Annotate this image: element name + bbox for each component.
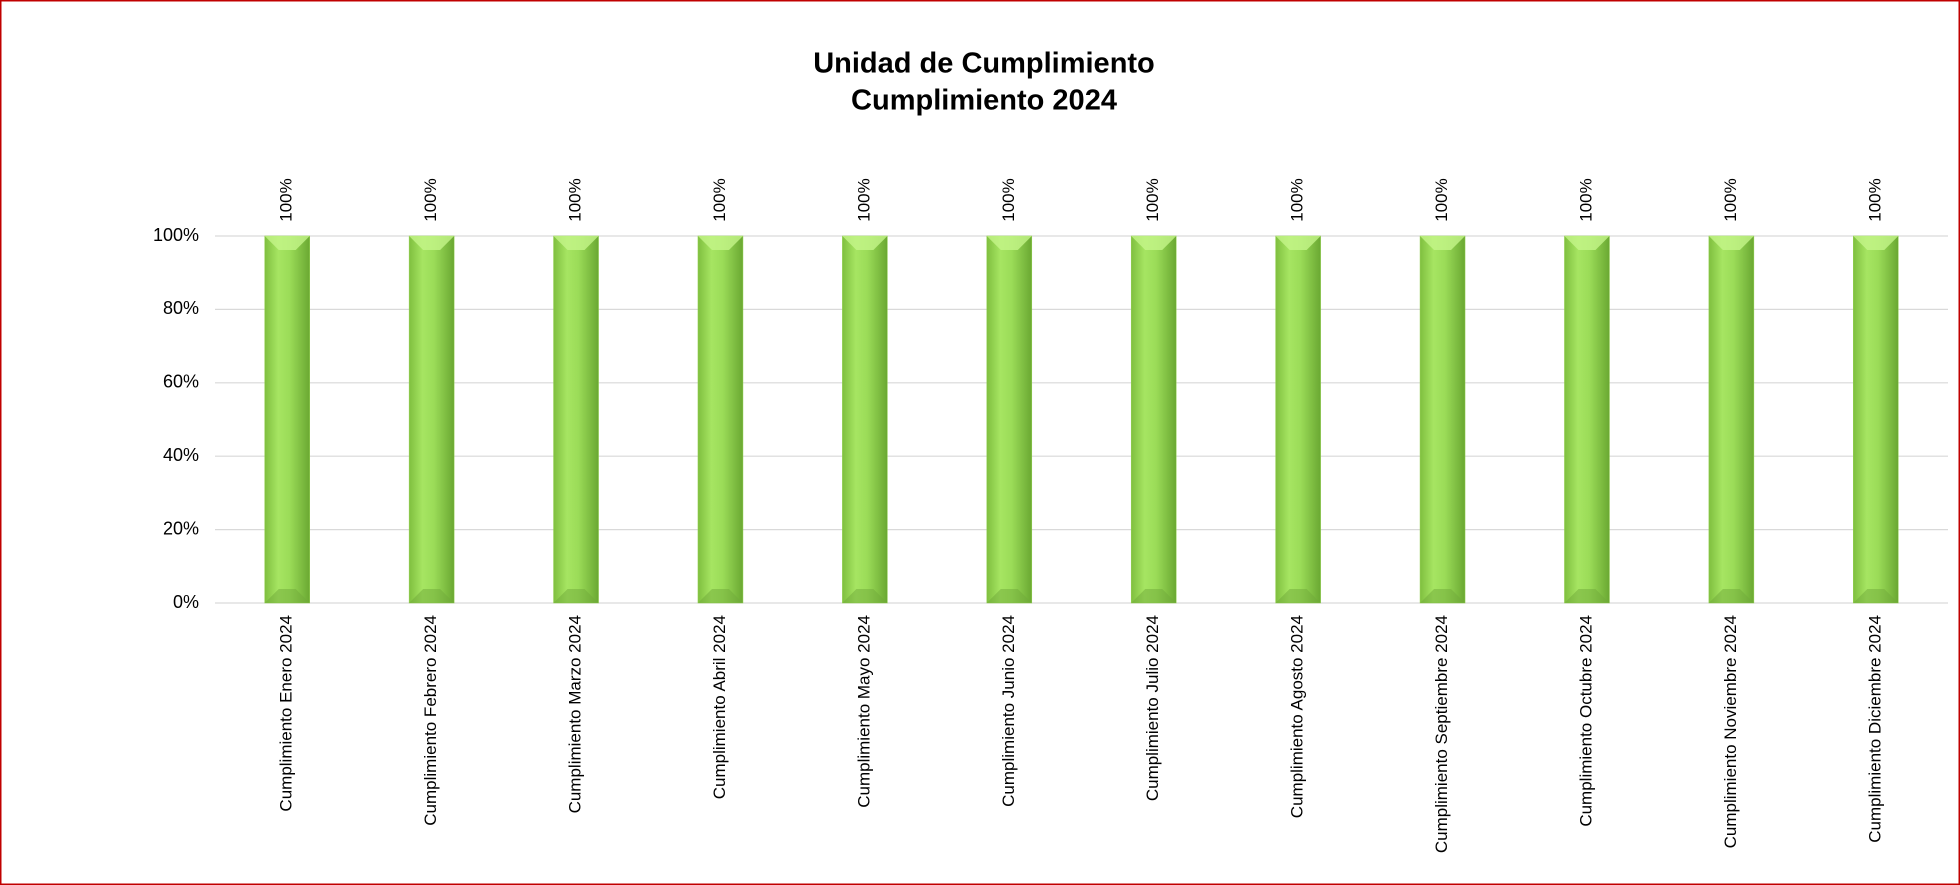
x-tick-label: Cumplimiento Noviembre 2024	[1721, 615, 1740, 848]
bar-bevel	[1131, 589, 1177, 603]
bar	[408, 235, 455, 604]
value-label: 100%	[1432, 178, 1451, 221]
y-tick-label: 20%	[163, 518, 199, 538]
bar-bevel	[1275, 236, 1321, 250]
value-label: 100%	[1721, 178, 1740, 221]
value-label: 100%	[1288, 178, 1307, 221]
bar	[1275, 235, 1321, 604]
bar-bevel	[409, 236, 455, 250]
bar-bevel	[264, 236, 310, 250]
value-label: 100%	[277, 178, 296, 221]
bar-bevel	[697, 236, 743, 250]
bar-bevel	[1420, 589, 1466, 603]
x-tick-label: Cumplimiento Abril 2024	[710, 615, 729, 799]
y-tick-label: 60%	[163, 372, 199, 392]
value-label: 100%	[1865, 178, 1884, 221]
bar-bevel	[409, 589, 455, 603]
x-tick-label: Cumplimiento Julio 2024	[1143, 615, 1162, 801]
bar-bevel	[986, 236, 1032, 250]
bar	[264, 235, 310, 604]
bar	[1708, 235, 1755, 604]
bar	[1419, 235, 1466, 604]
value-label: 100%	[710, 178, 729, 221]
bar	[842, 235, 888, 604]
value-label: 100%	[999, 178, 1018, 221]
bar-bevel	[1420, 236, 1466, 250]
bar-bevel	[553, 236, 599, 250]
value-label: 100%	[421, 178, 440, 221]
chart-title: Unidad de Cumplimiento	[813, 48, 1155, 80]
bar	[697, 235, 744, 604]
bar-bevel	[1275, 589, 1321, 603]
bar	[1130, 235, 1177, 604]
x-tick-label: Cumplimiento Junio 2024	[999, 615, 1018, 807]
x-tick-label: Cumplimiento Enero 2024	[277, 615, 296, 812]
x-tick-label: Cumplimiento Mayo 2024	[854, 615, 873, 808]
x-tick-label: Cumplimiento Febrero 2024	[421, 615, 440, 826]
x-tick-label: Cumplimiento Marzo 2024	[566, 615, 585, 813]
bar	[1564, 235, 1610, 604]
y-tick-label: 100%	[153, 225, 199, 245]
bar-bevel	[842, 236, 888, 250]
bar-bevel	[697, 589, 743, 603]
y-tick-label: 80%	[163, 298, 199, 318]
bar	[553, 235, 599, 604]
bar-bevel	[1708, 589, 1754, 603]
chart-subtitle: Cumplimiento 2024	[851, 85, 1117, 117]
bar-bevel	[553, 589, 599, 603]
x-tick-label: Cumplimiento Agosto 2024	[1288, 615, 1307, 818]
bar-bevel	[264, 589, 310, 603]
bar-bevel	[1564, 589, 1610, 603]
bar	[1853, 235, 1899, 604]
y-tick-label: 40%	[163, 445, 199, 465]
value-label: 100%	[1143, 178, 1162, 221]
bar-bevel	[1708, 236, 1754, 250]
bar-bevel	[986, 589, 1032, 603]
y-tick-label: 0%	[173, 592, 199, 612]
x-tick-label: Cumplimiento Diciembre 2024	[1865, 615, 1884, 843]
value-label: 100%	[854, 178, 873, 221]
x-tick-label: Cumplimiento Septiembre 2024	[1432, 615, 1451, 853]
bar-bevel	[1131, 236, 1177, 250]
bar-bevel	[1853, 589, 1899, 603]
bar-bevel	[1564, 236, 1610, 250]
bar	[986, 235, 1033, 604]
value-label: 100%	[1576, 178, 1595, 221]
bar-bevel	[842, 589, 888, 603]
value-label: 100%	[566, 178, 585, 221]
bar-bevel	[1853, 236, 1899, 250]
x-tick-label: Cumplimiento Octubre 2024	[1576, 615, 1595, 827]
